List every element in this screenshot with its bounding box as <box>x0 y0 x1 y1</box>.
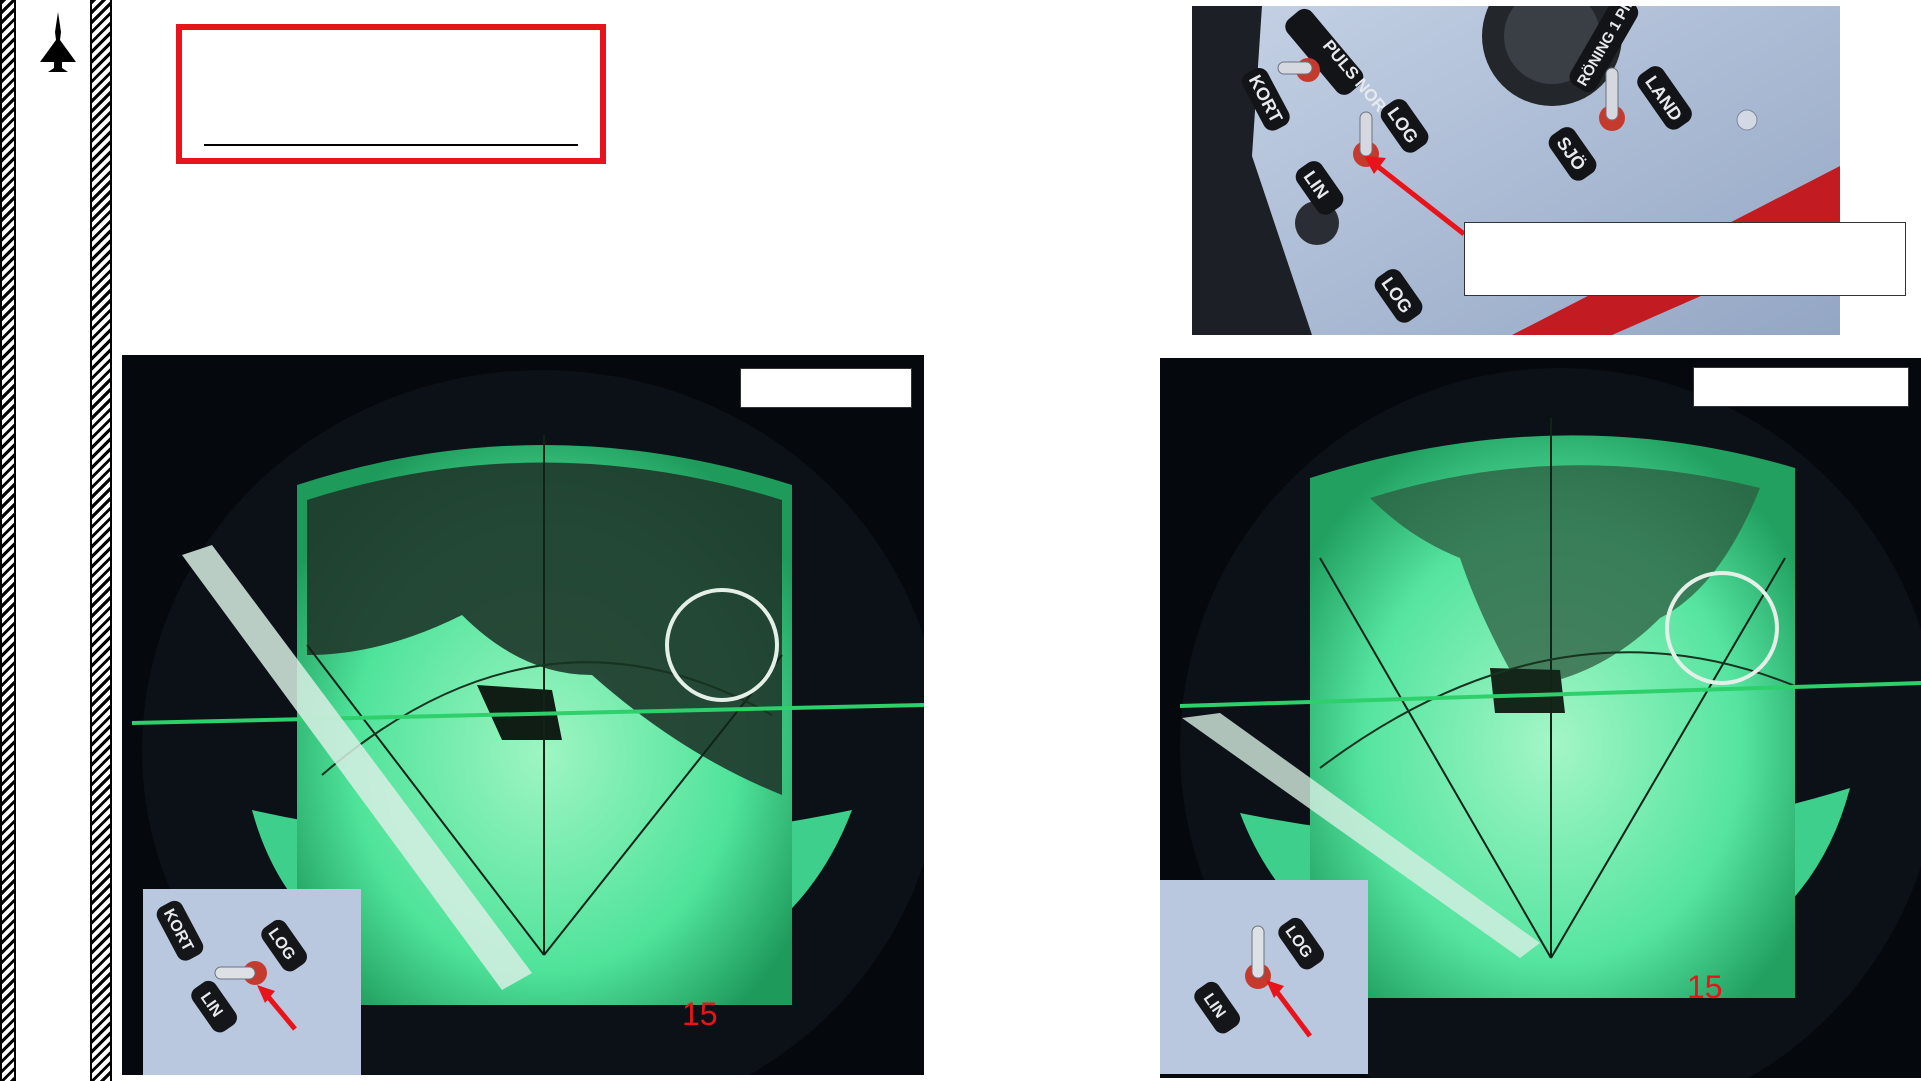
toggle-switch-icon <box>214 966 256 980</box>
switch-inset-lin: KORT LOG LIN <box>143 889 361 1075</box>
lin-mode-label <box>740 368 912 408</box>
range-number: 15 <box>1687 969 1723 1005</box>
horizon-line <box>1179 681 1921 708</box>
radar-display-log: 15 <box>1160 358 1921 1078</box>
toggle-switch-icon <box>1251 925 1265 979</box>
left-hatched-border <box>0 0 16 1081</box>
log-mode-label <box>1693 367 1909 407</box>
title-box <box>176 24 606 164</box>
pointer-arrow <box>1272 986 1312 1038</box>
radar-display-lin: 15 <box>122 355 924 1075</box>
jet-logo-icon <box>40 12 76 72</box>
right-hatched-border <box>90 0 112 1081</box>
range-number: 15 <box>682 996 718 1032</box>
arrow-head-icon <box>257 985 275 1003</box>
toggle-switch-icon <box>1277 58 1320 82</box>
switch-callout-box <box>1464 222 1906 296</box>
horizon-line <box>131 703 924 725</box>
target-circle <box>665 588 779 702</box>
arrow-head-icon <box>1364 156 1386 174</box>
target-circle <box>1665 571 1779 685</box>
toggle-switch-icon <box>1599 67 1625 131</box>
switch-inset-log: LOG LIN <box>1160 880 1368 1074</box>
pointer-arrow <box>263 991 297 1031</box>
arrow-head-icon <box>1266 980 1284 998</box>
title-underline <box>204 144 578 146</box>
pointer-arrow <box>1370 160 1466 236</box>
